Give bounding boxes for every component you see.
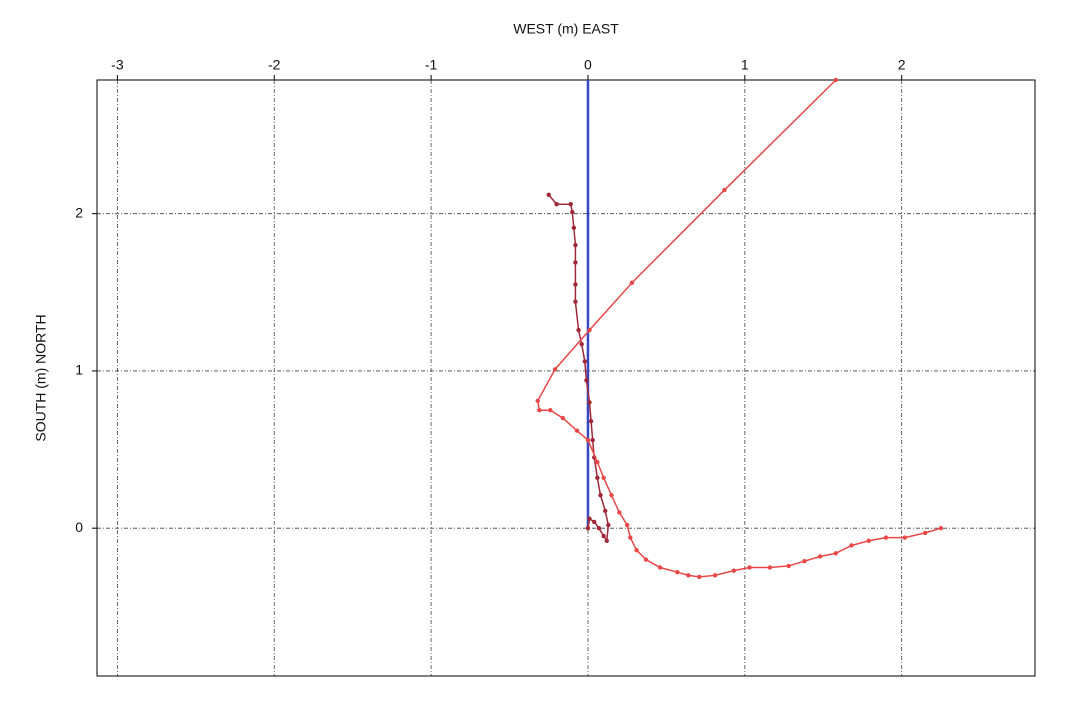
x-tick-label: 2: [898, 57, 906, 73]
x-tick-label: -1: [425, 57, 438, 73]
point: [588, 419, 594, 424]
point: [587, 516, 592, 521]
point: [712, 573, 718, 578]
point: [617, 510, 622, 515]
point: [675, 570, 680, 575]
point: [883, 535, 889, 540]
point: [722, 187, 727, 193]
series-line: [536, 79, 942, 578]
point: [902, 535, 908, 540]
point: [603, 508, 608, 514]
point: [686, 573, 691, 578]
point: [554, 202, 559, 207]
point: [747, 565, 752, 570]
point: [697, 574, 702, 580]
x-tick-label: 1: [741, 57, 749, 73]
point: [609, 492, 614, 498]
point: [938, 525, 944, 531]
point: [731, 568, 737, 573]
point: [767, 565, 773, 570]
point: [573, 242, 578, 248]
point: [833, 77, 838, 83]
point: [590, 437, 595, 443]
point: [634, 547, 639, 553]
point: [574, 428, 580, 433]
point: [573, 282, 578, 287]
point: [595, 475, 600, 481]
point: [585, 525, 591, 531]
point: [601, 475, 606, 481]
point: [560, 415, 566, 421]
y-axis-label: SOUTH (m) NORTH: [33, 314, 49, 441]
point: [587, 327, 592, 333]
point: [573, 299, 578, 304]
y-tick-label: 2: [75, 204, 83, 220]
point: [817, 554, 823, 559]
point: [849, 543, 854, 548]
point: [657, 565, 663, 570]
point: [606, 522, 611, 528]
x-tick-label: -2: [268, 57, 281, 73]
point: [833, 551, 838, 556]
point: [598, 492, 603, 498]
point: [576, 327, 581, 333]
point: [596, 525, 602, 531]
point: [629, 280, 635, 286]
point: [585, 437, 591, 443]
point: [786, 563, 791, 569]
point: [601, 533, 606, 539]
point: [568, 202, 573, 207]
point: [802, 559, 807, 564]
point: [535, 398, 540, 404]
point: [579, 341, 584, 347]
point: [548, 408, 553, 413]
point: [584, 378, 589, 383]
point: [923, 530, 928, 536]
point: [570, 209, 575, 215]
point: [643, 557, 649, 562]
point: [595, 459, 600, 465]
point: [552, 367, 558, 372]
point: [537, 408, 542, 413]
point: [592, 519, 597, 525]
series-line: [548, 194, 610, 543]
point: [573, 260, 578, 265]
point: [571, 225, 577, 231]
point: [582, 359, 588, 364]
point: [546, 192, 551, 197]
x-tick-label: -3: [111, 57, 124, 73]
point: [604, 538, 609, 543]
point: [624, 522, 630, 528]
point: [866, 538, 871, 543]
point: [587, 400, 592, 405]
x-tick-label: 0: [584, 57, 592, 73]
x-axis-label: WEST (m) EAST: [513, 21, 619, 37]
y-tick-label: 0: [75, 519, 83, 535]
y-tick-label: 1: [75, 362, 83, 378]
plot-frame: [96, 79, 1036, 677]
point: [628, 535, 633, 540]
